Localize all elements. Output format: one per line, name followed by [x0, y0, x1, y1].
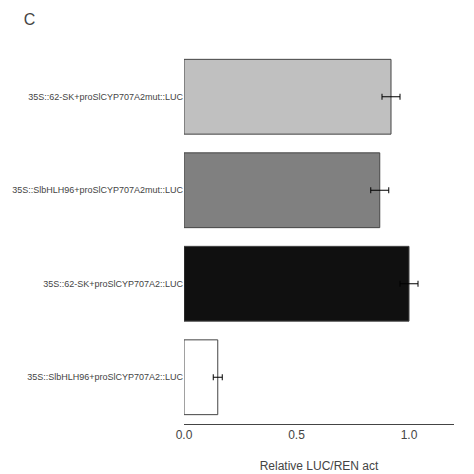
- svg-text:0.5: 0.5: [288, 428, 305, 442]
- svg-text:Relative LUC/REN act: Relative LUC/REN act: [260, 459, 379, 473]
- svg-text:0.0: 0.0: [176, 428, 193, 442]
- svg-text:35S::62-SK+proSlCYP707A2::LUC: 35S::62-SK+proSlCYP707A2::LUC: [43, 279, 183, 289]
- svg-text:35S::62-SK+proSlCYP707A2mut::L: 35S::62-SK+proSlCYP707A2mut::LUC: [28, 92, 183, 102]
- svg-text:1.0: 1.0: [401, 428, 418, 442]
- svg-text:35S::SlbHLH96+proSlCYP707A2::L: 35S::SlbHLH96+proSlCYP707A2::LUC: [27, 372, 183, 382]
- svg-text:35S::SlbHLH96+proSlCYP707A2mut: 35S::SlbHLH96+proSlCYP707A2mut::LUC: [12, 185, 183, 195]
- svg-text:C: C: [24, 11, 36, 28]
